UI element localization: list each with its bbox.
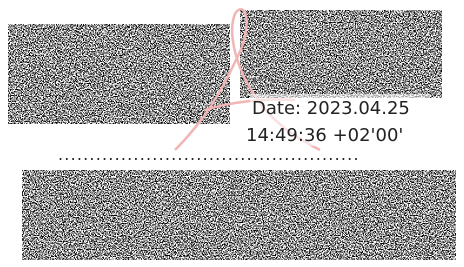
date-line: Date: 2023.04.25 [252,98,410,119]
noise-block [8,24,230,124]
time-line: 14:49:36 +02'00' [246,125,403,146]
signature-image: Date: 2023.04.25 14:49:36 +02'00' ......… [0,0,464,267]
separator: ........................................… [58,145,360,164]
noise-block [240,10,442,98]
noise-block [22,170,456,260]
